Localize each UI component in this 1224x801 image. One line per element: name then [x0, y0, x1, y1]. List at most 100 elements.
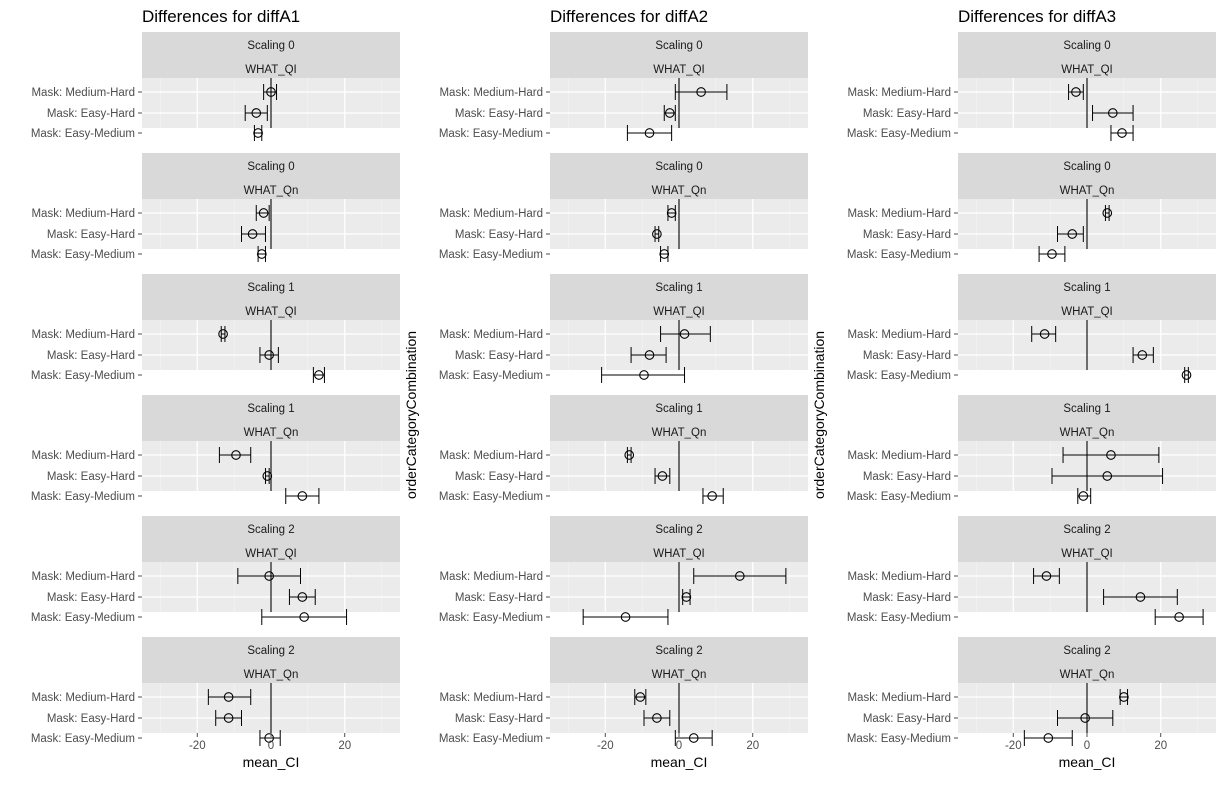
x-tick-label: -20: [189, 740, 206, 752]
mean-point: [1102, 471, 1113, 481]
x-axis-title: mean_CI: [243, 754, 300, 770]
facet-strip: [142, 32, 400, 78]
x-axis-title: mean_CI: [651, 754, 708, 770]
mean-point: [223, 713, 234, 723]
x-axis-title: mean_CI: [1059, 754, 1116, 770]
mean-point: [218, 329, 228, 339]
category-tick-label: Mask: Easy-Medium: [31, 491, 135, 503]
mean-point: [657, 471, 668, 481]
strip-label-question: WHAT_QI: [653, 548, 705, 560]
strip-label-scaling: Scaling 0: [1063, 40, 1110, 52]
category-tick-label: Mask: Medium-Hard: [847, 87, 951, 99]
strip-label-question: WHAT_Qn: [652, 427, 707, 439]
category-tick-label: Mask: Medium-Hard: [439, 450, 543, 462]
strip-label-question: WHAT_Qn: [652, 185, 707, 197]
mean-point: [639, 370, 649, 380]
mean-point: [1067, 229, 1078, 239]
mean-point: [707, 491, 718, 501]
facet-strip: [958, 516, 1216, 562]
mean-point: [1119, 692, 1129, 702]
mean-point: [1043, 733, 1054, 743]
category-tick-label: Mask: Medium-Hard: [31, 571, 135, 583]
facet-strip: [142, 395, 400, 441]
category-tick-label: Mask: Easy-Hard: [47, 471, 135, 483]
category-tick-label: Mask: Easy-Hard: [455, 108, 543, 120]
mean-point: [1039, 329, 1050, 339]
strip-label-question: WHAT_QI: [653, 64, 705, 76]
mean-point: [251, 108, 262, 118]
strip-label-question: WHAT_Qn: [244, 427, 299, 439]
strip-label-scaling: Scaling 0: [247, 40, 294, 52]
mean-point: [1041, 571, 1052, 581]
x-tick-label: 20: [338, 740, 351, 752]
strip-label-scaling: Scaling 1: [247, 403, 294, 415]
category-tick-label: Mask: Medium-Hard: [847, 692, 951, 704]
column-title: Differences for diffA2: [550, 7, 708, 26]
mean-point: [256, 249, 267, 259]
category-tick-label: Mask: Medium-Hard: [847, 329, 951, 341]
category-tick-label: Mask: Medium-Hard: [31, 208, 135, 220]
mean-point: [1047, 249, 1057, 259]
x-tick-label: 0: [268, 740, 274, 752]
mean-point: [1107, 108, 1118, 118]
facet-strip: [550, 274, 808, 320]
facet-strip: [142, 637, 400, 683]
facet-strip: [958, 274, 1216, 320]
facet-strip: [142, 274, 400, 320]
category-tick-label: Mask: Medium-Hard: [847, 450, 951, 462]
mean-point: [624, 450, 635, 460]
strip-label-scaling: Scaling 0: [655, 161, 702, 173]
mean-point: [644, 350, 655, 360]
x-tick-label: 0: [676, 740, 682, 752]
mean-point: [1117, 128, 1127, 138]
category-tick-label: Mask: Medium-Hard: [847, 208, 951, 220]
strip-label-scaling: Scaling 1: [1063, 282, 1110, 294]
facet-strip: [958, 32, 1216, 78]
y-axis-title: orderCategoryCombination: [403, 331, 419, 499]
mean-point: [688, 733, 699, 743]
category-tick-label: Mask: Easy-Hard: [47, 229, 135, 241]
category-tick-label: Mask: Medium-Hard: [31, 87, 135, 99]
category-tick-label: Mask: Easy-Hard: [863, 592, 951, 604]
mean-point: [620, 612, 631, 622]
strip-label-question: WHAT_Qn: [652, 669, 707, 681]
mean-point: [314, 370, 324, 380]
category-tick-label: Mask: Easy-Medium: [847, 612, 951, 624]
facet-strip: [958, 153, 1216, 199]
mean-point: [264, 571, 275, 581]
facet-strip: [958, 637, 1216, 683]
category-tick-label: Mask: Medium-Hard: [847, 571, 951, 583]
mean-point: [1174, 612, 1184, 622]
category-tick-label: Mask: Easy-Medium: [847, 128, 951, 140]
facet-strip: [958, 395, 1216, 441]
mean-point: [1137, 350, 1148, 360]
category-tick-label: Mask: Easy-Hard: [47, 592, 135, 604]
category-tick-label: Mask: Easy-Hard: [863, 108, 951, 120]
mean-point: [1135, 592, 1146, 602]
category-tick-label: Mask: Medium-Hard: [439, 329, 543, 341]
mean-point: [253, 128, 263, 138]
category-tick-label: Mask: Easy-Hard: [455, 229, 543, 241]
mean-point: [262, 471, 273, 481]
mean-point: [1071, 87, 1081, 97]
category-tick-label: Mask: Easy-Hard: [863, 713, 951, 725]
strip-label-scaling: Scaling 1: [247, 282, 294, 294]
mean-point: [1078, 491, 1089, 501]
category-tick-label: Mask: Medium-Hard: [31, 692, 135, 704]
strip-label-scaling: Scaling 2: [1063, 524, 1110, 536]
strip-label-question: WHAT_Qn: [1060, 427, 1115, 439]
mean-point: [1181, 370, 1192, 380]
mean-point: [266, 87, 276, 97]
strip-label-question: WHAT_QI: [1061, 306, 1113, 318]
x-tick-label: -20: [597, 740, 614, 752]
strip-label-scaling: Scaling 0: [655, 40, 702, 52]
mean-point: [264, 350, 275, 360]
category-tick-label: Mask: Easy-Hard: [863, 229, 951, 241]
category-tick-label: Mask: Easy-Hard: [47, 350, 135, 362]
category-tick-label: Mask: Easy-Hard: [47, 108, 135, 120]
column-title: Differences for diffA3: [958, 7, 1116, 26]
mean-point: [297, 491, 308, 501]
category-tick-label: Mask: Easy-Medium: [31, 128, 135, 140]
